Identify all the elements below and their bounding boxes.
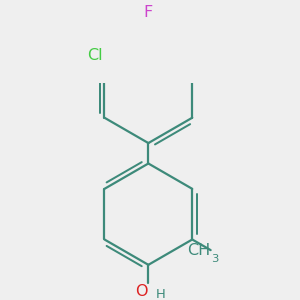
Text: Cl: Cl <box>87 48 103 63</box>
Text: 3: 3 <box>212 254 219 264</box>
Text: CH: CH <box>188 243 211 258</box>
Text: O: O <box>135 284 148 298</box>
Text: F: F <box>144 5 153 20</box>
Text: H: H <box>156 288 166 300</box>
